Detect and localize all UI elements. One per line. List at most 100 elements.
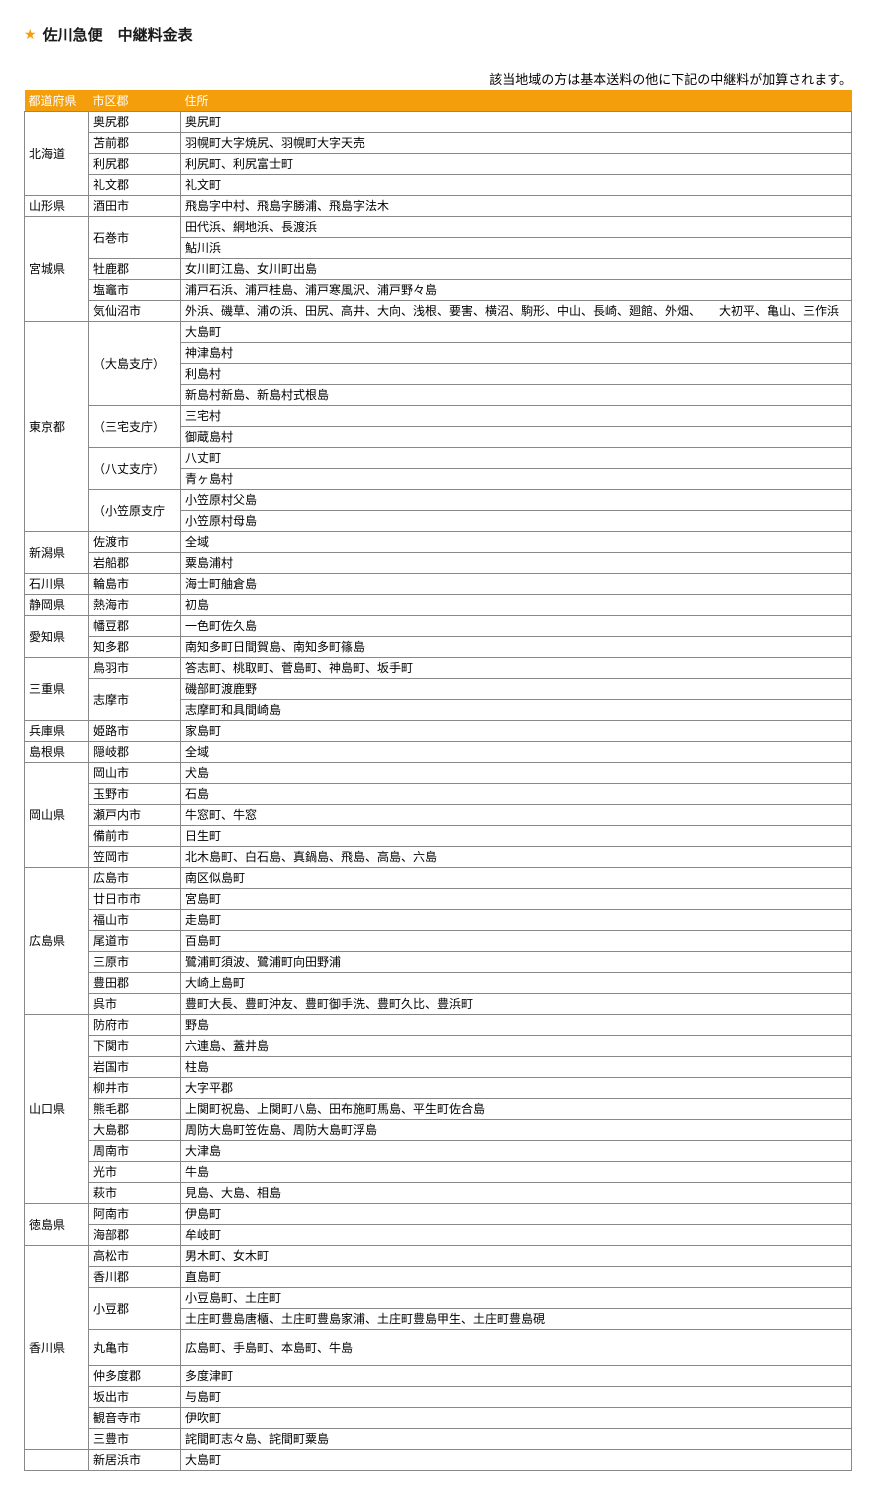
addr-cell: 六連島、蓋井島 (181, 1036, 852, 1057)
addr-cell: 大津島 (181, 1141, 852, 1162)
city-cell: （小笠原支庁 (89, 490, 181, 532)
addr-cell: 粟島浦村 (181, 553, 852, 574)
page-title-row: ★ 佐川急便 中継料金表 (24, 24, 852, 45)
table-row: 岩船郡粟島浦村 (25, 553, 852, 574)
city-cell: 岩船郡 (89, 553, 181, 574)
city-cell: 志摩市 (89, 679, 181, 721)
addr-cell: 広島町、手島町、本島町、牛島 (181, 1330, 852, 1366)
addr-cell: 柱島 (181, 1057, 852, 1078)
pref-cell: 兵庫県 (25, 721, 89, 742)
table-row: 新潟県佐渡市全域 (25, 532, 852, 553)
table-row: 海部郡牟岐町 (25, 1225, 852, 1246)
fee-table: 都道府県 市区郡 住所 北海道奥尻郡奥尻町苫前郡羽幌町大字焼尻、羽幌町大字天売利… (24, 90, 852, 1471)
pref-cell: 山口県 (25, 1015, 89, 1204)
city-cell: 隠岐郡 (89, 742, 181, 763)
city-cell: 熱海市 (89, 595, 181, 616)
addr-cell: 伊島町 (181, 1204, 852, 1225)
addr-cell: 海士町舳倉島 (181, 574, 852, 595)
city-cell: 観音寺市 (89, 1408, 181, 1429)
table-row: 山形県酒田市飛島字中村、飛島字勝浦、飛島字法木 (25, 196, 852, 217)
addr-cell: 犬島 (181, 763, 852, 784)
addr-cell: 牛島 (181, 1162, 852, 1183)
addr-cell: 土庄町豊島唐櫃、土庄町豊島家浦、土庄町豊島甲生、土庄町豊島硯 (181, 1309, 852, 1330)
city-cell: 呉市 (89, 994, 181, 1015)
city-cell: 姫路市 (89, 721, 181, 742)
addr-cell: 女川町江島、女川町出島 (181, 259, 852, 280)
pref-cell: 徳島県 (25, 1204, 89, 1246)
city-cell: 香川郡 (89, 1267, 181, 1288)
addr-cell: 野島 (181, 1015, 852, 1036)
pref-cell (25, 1450, 89, 1471)
addr-cell: 浦戸石浜、浦戸桂島、浦戸寒風沢、浦戸野々島 (181, 280, 852, 301)
table-row: 苫前郡羽幌町大字焼尻、羽幌町大字天売 (25, 133, 852, 154)
table-row: 島根県隠岐郡全域 (25, 742, 852, 763)
city-cell: 三豊市 (89, 1429, 181, 1450)
table-header-row: 都道府県 市区郡 住所 (25, 90, 852, 112)
city-cell: 高松市 (89, 1246, 181, 1267)
city-cell: 瀬戸内市 (89, 805, 181, 826)
star-icon: ★ (24, 26, 37, 43)
addr-cell: 豊町大長、豊町沖友、豊町御手洗、豊町久比、豊浜町 (181, 994, 852, 1015)
addr-cell: 南区似島町 (181, 868, 852, 889)
addr-cell: 上関町祝島、上関町八島、田布施町馬島、平生町佐合島 (181, 1099, 852, 1120)
city-cell: 知多郡 (89, 637, 181, 658)
addr-cell: 鮎川浜 (181, 238, 852, 259)
addr-cell: 石島 (181, 784, 852, 805)
table-row: 牡鹿郡女川町江島、女川町出島 (25, 259, 852, 280)
table-row: 香川郡直島町 (25, 1267, 852, 1288)
city-cell: 玉野市 (89, 784, 181, 805)
city-cell: 輪島市 (89, 574, 181, 595)
table-row: 静岡県熱海市初島 (25, 595, 852, 616)
city-cell: 佐渡市 (89, 532, 181, 553)
addr-cell: 大島町 (181, 1450, 852, 1471)
addr-cell: 外浜、磯草、浦の浜、田尻、高井、大向、浅根、要害、横沼、駒形、中山、長崎、廻館、… (181, 301, 852, 322)
city-cell: 仲多度郡 (89, 1366, 181, 1387)
addr-cell: 羽幌町大字焼尻、羽幌町大字天売 (181, 133, 852, 154)
addr-cell: 小豆島町、土庄町 (181, 1288, 852, 1309)
addr-cell: 日生町 (181, 826, 852, 847)
addr-cell: 御蔵島村 (181, 427, 852, 448)
pref-cell: 香川県 (25, 1246, 89, 1450)
col-addr-header: 住所 (181, 90, 852, 112)
table-row: 新居浜市大島町 (25, 1450, 852, 1471)
addr-cell: 周防大島町笠佐島、周防大島町浮島 (181, 1120, 852, 1141)
city-cell: 坂出市 (89, 1387, 181, 1408)
table-row: 豊田郡大崎上島町 (25, 973, 852, 994)
city-cell: 小豆郡 (89, 1288, 181, 1330)
addr-cell: 礼文町 (181, 175, 852, 196)
addr-cell: 南知多町日間賀島、南知多町篠島 (181, 637, 852, 658)
col-pref-header: 都道府県 (25, 90, 89, 112)
table-row: 山口県防府市野島 (25, 1015, 852, 1036)
city-cell: 石巻市 (89, 217, 181, 259)
table-row: 尾道市百島町 (25, 931, 852, 952)
city-cell: 新居浜市 (89, 1450, 181, 1471)
addr-cell: 全域 (181, 532, 852, 553)
pref-cell: 静岡県 (25, 595, 89, 616)
city-cell: 気仙沼市 (89, 301, 181, 322)
city-cell: 笠岡市 (89, 847, 181, 868)
addr-cell: 八丈町 (181, 448, 852, 469)
table-row: 兵庫県姫路市家島町 (25, 721, 852, 742)
addr-cell: 宮島町 (181, 889, 852, 910)
city-cell: 阿南市 (89, 1204, 181, 1225)
table-row: 知多郡南知多町日間賀島、南知多町篠島 (25, 637, 852, 658)
city-cell: 岡山市 (89, 763, 181, 784)
city-cell: （大島支庁） (89, 322, 181, 406)
city-cell: （八丈支庁） (89, 448, 181, 490)
addr-cell: 飛島字中村、飛島字勝浦、飛島字法木 (181, 196, 852, 217)
pref-cell: 東京都 (25, 322, 89, 532)
addr-cell: 全域 (181, 742, 852, 763)
table-row: 徳島県阿南市伊島町 (25, 1204, 852, 1225)
city-cell: 海部郡 (89, 1225, 181, 1246)
addr-cell: 伊吹町 (181, 1408, 852, 1429)
addr-cell: 小笠原村母島 (181, 511, 852, 532)
table-row: 観音寺市伊吹町 (25, 1408, 852, 1429)
table-row: 玉野市石島 (25, 784, 852, 805)
city-cell: 廿日市市 (89, 889, 181, 910)
table-row: （三宅支庁）三宅村 (25, 406, 852, 427)
table-row: 福山市走島町 (25, 910, 852, 931)
city-cell: 光市 (89, 1162, 181, 1183)
pref-cell: 岡山県 (25, 763, 89, 868)
city-cell: 奥尻郡 (89, 112, 181, 133)
city-cell: 豊田郡 (89, 973, 181, 994)
